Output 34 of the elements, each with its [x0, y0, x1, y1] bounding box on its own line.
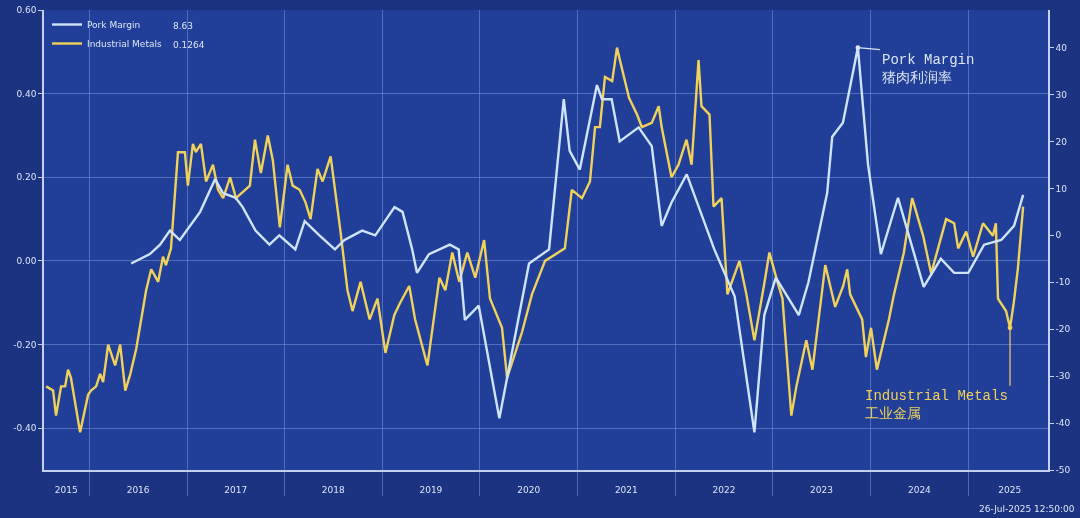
x-tick-label: 2019 — [419, 484, 443, 495]
text: 26-Jul-2025 12:50:00 — [979, 504, 1075, 514]
y2-tick-label: -10 — [1055, 277, 1071, 288]
x-tick-label: 2022 — [712, 484, 736, 495]
y-tick-label: 0.40 — [16, 88, 37, 99]
y-tick-label: -0.20 — [13, 339, 37, 350]
x-tick-label: 2018 — [321, 484, 346, 495]
x-tick-label: 2024 — [907, 484, 932, 495]
y-tick-label: 0.60 — [16, 5, 37, 16]
x-tick-label: 2021 — [614, 484, 638, 495]
annotation: Pork Margin 猪肉利润率 — [882, 52, 975, 87]
x-tick-label: 2025 — [998, 484, 1022, 495]
y-tick-label: 0.00 — [16, 256, 37, 267]
x-tick-label: 2023 — [810, 484, 833, 495]
x-tick-label: 2020 — [517, 484, 541, 495]
legend-label: Industrial Metals — [87, 39, 162, 50]
y2-tick-label: 40 — [1055, 42, 1068, 53]
y2-tick-label: 0 — [1055, 230, 1062, 241]
y2-tick-label: -30 — [1055, 371, 1071, 382]
y2-tick-label: 10 — [1055, 183, 1068, 194]
y2-tick-label: -50 — [1055, 465, 1071, 476]
y2-tick-label: 30 — [1055, 89, 1068, 100]
x-tick-label: 2017 — [224, 484, 248, 495]
x-tick-label: 2015 — [54, 484, 78, 495]
legend-label: Pork Margin — [87, 20, 141, 31]
y2-tick-label: 20 — [1055, 136, 1068, 147]
y-tick-label: -0.40 — [13, 423, 37, 434]
annotation: Industrial Metals 工业金属 — [865, 388, 1008, 423]
y2-tick-label: -40 — [1055, 418, 1071, 429]
annotation: 0.1264 — [173, 40, 205, 50]
y2-tick-label: -20 — [1055, 324, 1071, 335]
x-tick-label: 2016 — [126, 484, 150, 495]
y-tick-label: 0.20 — [16, 172, 37, 183]
annotation: 8.63 — [173, 21, 194, 31]
